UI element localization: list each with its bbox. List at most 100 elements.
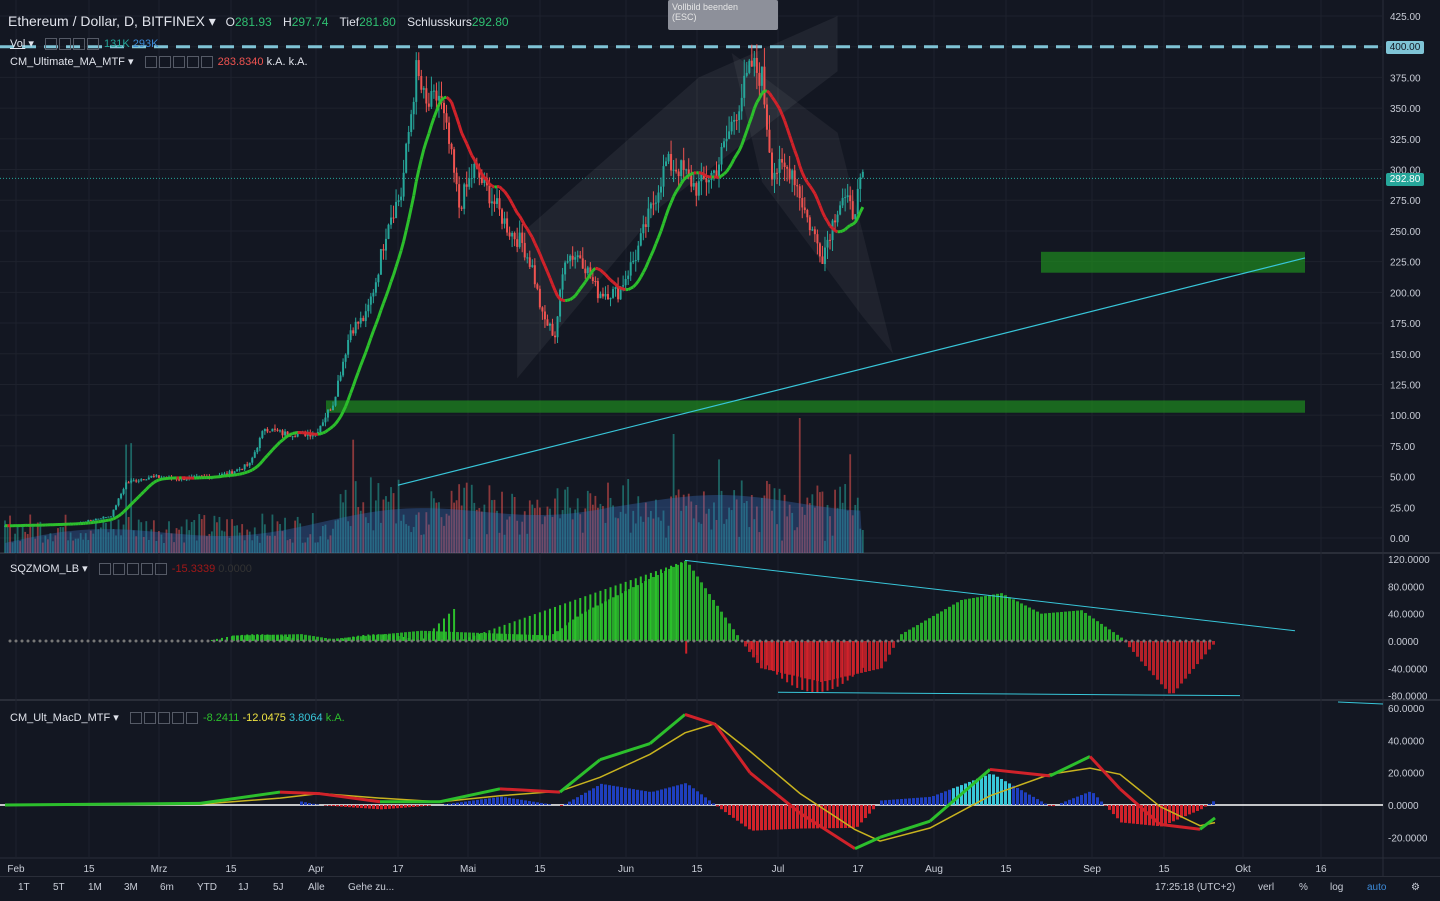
sqz-dot	[567, 640, 570, 643]
sqz-bar	[1020, 603, 1023, 641]
candle-body	[410, 114, 412, 132]
candle-body	[640, 233, 642, 245]
ma-segment	[308, 433, 311, 434]
candle-body	[554, 336, 556, 338]
ma-segment	[853, 222, 856, 224]
high-value: 297.74	[292, 15, 329, 29]
candle-body	[826, 240, 828, 248]
candle-body	[834, 220, 836, 222]
sqz-dot	[153, 640, 156, 643]
toggle-percent[interactable]: %	[1299, 882, 1308, 893]
macd-bar	[640, 790, 643, 805]
macd-bar	[708, 800, 711, 805]
macd-bar	[404, 805, 407, 808]
ma-buttons[interactable]	[145, 56, 215, 68]
candle-body	[584, 269, 586, 274]
sqz-buttons[interactable]	[99, 563, 169, 575]
macd-bar	[304, 802, 307, 805]
tf-6m[interactable]: 6m	[160, 882, 174, 893]
candle-body	[284, 432, 286, 436]
time-tick-label: Mai	[460, 864, 476, 875]
macd-bar	[1132, 805, 1135, 824]
toggle-extended[interactable]: verl	[1258, 882, 1274, 893]
ma-segment	[507, 195, 510, 199]
sqz-bar	[456, 632, 459, 641]
candle-body	[138, 481, 140, 482]
sqz-bar	[396, 633, 399, 641]
candle-body	[564, 263, 566, 275]
tf-3m[interactable]: 3M	[124, 882, 138, 893]
macd-bar	[840, 805, 843, 828]
sqz-dot	[1131, 640, 1134, 643]
macd-bar	[532, 802, 535, 805]
vol-legend[interactable]: Vol ▾ 131K 293K	[10, 37, 158, 50]
sqz-bar	[312, 636, 315, 641]
sqz-legend[interactable]: SQZMOM_LB ▾ -15.3339 0.0000	[10, 562, 252, 575]
macd-bar	[1168, 805, 1171, 823]
candle-body	[794, 170, 796, 185]
tf-1y[interactable]: 1J	[238, 882, 249, 893]
sqz-bar	[912, 627, 915, 641]
macd-buttons[interactable]	[130, 712, 200, 724]
sqz-bar	[676, 565, 679, 641]
macd-bar	[908, 798, 911, 805]
macd-bar	[472, 800, 475, 805]
candle-body	[224, 473, 226, 474]
macd-bar	[372, 805, 375, 809]
exit-fullscreen-tooltip[interactable]: Vollbild beenden (ESC)	[668, 0, 778, 30]
macd-bar	[756, 805, 759, 830]
candle-body	[756, 58, 758, 73]
ma-legend[interactable]: CM_Ultimate_MA_MTF ▾ 283.8340 k.A. k.A.	[10, 55, 308, 68]
candle-body	[423, 88, 425, 90]
ma-segment	[560, 299, 563, 300]
sqz-dot	[165, 640, 168, 643]
tf-1d[interactable]: 1T	[18, 882, 30, 893]
candle-body	[148, 478, 150, 480]
time-tick-label: Apr	[308, 864, 324, 875]
macd-bar	[608, 785, 611, 805]
tf-all[interactable]: Alle	[308, 882, 325, 893]
symbol-title[interactable]: Ethereum / Dollar, D, BITFINEX	[8, 13, 205, 29]
sqz-bar	[644, 581, 647, 641]
candle-body	[367, 305, 369, 312]
sqz-dot	[885, 640, 888, 643]
tf-ytd[interactable]: YTD	[197, 882, 217, 893]
candle-body	[753, 58, 755, 67]
candle-body	[488, 185, 490, 203]
candle-body	[786, 167, 788, 169]
sqz-bar	[916, 625, 919, 641]
candle-body	[347, 340, 349, 355]
candle-body	[625, 279, 627, 285]
sqz-dot	[867, 640, 870, 643]
toggle-log[interactable]: log	[1330, 882, 1343, 893]
tf-1m[interactable]: 1M	[88, 882, 102, 893]
toggle-auto[interactable]: auto	[1367, 882, 1386, 893]
candle-body	[657, 193, 659, 203]
sqz-dot	[963, 640, 966, 643]
sqz-bar	[860, 641, 863, 673]
ma-segment	[840, 231, 843, 232]
sqz-dot	[69, 640, 72, 643]
tf-5d[interactable]: 5T	[53, 882, 65, 893]
candle-body	[266, 429, 268, 431]
sqz-bar	[1076, 611, 1079, 641]
goto-date-button[interactable]: Gehe zu...	[348, 882, 394, 893]
tf-5y[interactable]: 5J	[273, 882, 284, 893]
sqz-bar	[988, 595, 991, 641]
macd-bar	[720, 805, 723, 809]
candle-body	[751, 61, 753, 67]
macd-bar	[424, 805, 427, 806]
sqz-dot	[129, 640, 132, 643]
macd-legend[interactable]: CM_Ult_MacD_MTF ▾ -8.2411 -12.0475 3.806…	[10, 711, 345, 724]
sqz-dot	[1083, 640, 1086, 643]
sqz-bar	[824, 641, 827, 681]
macd-bar	[672, 786, 675, 805]
sqz-bar	[704, 588, 707, 641]
candle-body	[514, 233, 516, 239]
candle-body	[859, 177, 861, 189]
settings-gear-icon[interactable]: ⚙	[1411, 882, 1420, 893]
sqz-dot	[9, 640, 12, 643]
vol-buttons[interactable]	[45, 38, 101, 50]
sqz-dot	[507, 640, 510, 643]
